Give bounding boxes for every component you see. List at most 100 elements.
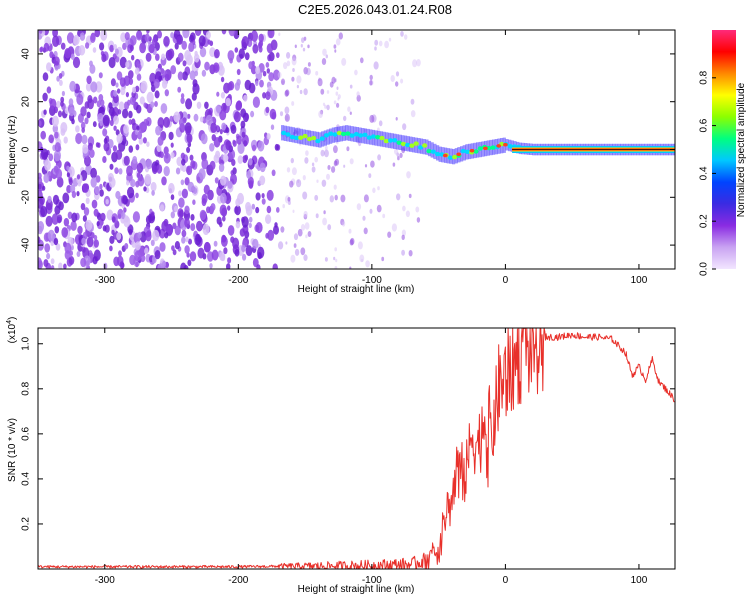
spectrogram-noise-blob: [218, 163, 225, 173]
spectrogram-noise-blob: [116, 88, 121, 94]
spectrogram-noise-blob: [360, 57, 364, 64]
spectrogram-noise-blob: [229, 57, 233, 64]
spectrogram-noise-blob: [373, 61, 379, 70]
spectrogram-noise-blob: [280, 78, 286, 86]
spectrogram-noise-blob: [228, 30, 236, 37]
spectrogram-noise-blob: [75, 125, 80, 133]
spectrogram-noise-blob: [143, 102, 147, 108]
spectrogram-noise-blob: [121, 203, 126, 209]
spectrogram-noise-blob: [401, 229, 406, 237]
spectrogram-noise-blob: [52, 194, 60, 205]
spectrogram-noise-blob: [135, 192, 139, 199]
spectrogram-noise-blob: [109, 245, 113, 252]
spectrogram-noise-blob: [341, 57, 347, 66]
spectrogram-noise-blob: [159, 204, 165, 212]
ridge-peak-blob: [486, 145, 492, 151]
spectrogram-noise-blob: [73, 34, 80, 46]
spectrogram-noise-blob: [245, 245, 253, 257]
spectrogram-noise-blob: [40, 130, 46, 140]
spectrogram-noise-blob: [213, 137, 221, 148]
spectrogram-noise-blob: [81, 134, 88, 145]
spectrogram-noise-blob: [296, 75, 302, 84]
spectrogram-noise-blob: [159, 151, 164, 159]
spectrogram-noise-blob: [221, 236, 228, 248]
spectrogram-noise-blob: [68, 256, 75, 265]
spectrogram-noise-blob: [146, 30, 150, 34]
spectrogram-noise-blob: [276, 52, 280, 59]
spectrogram-noise-blob: [248, 181, 254, 189]
spectrogram-noise-blob: [47, 229, 55, 242]
spectrogram-noise-blob: [85, 82, 92, 92]
spectrogram-noise-blob: [372, 187, 376, 194]
ridge-peak-blob: [345, 131, 351, 136]
spectrogram-noise-blob: [63, 217, 70, 227]
spectrogram-noise-blob: [317, 78, 323, 87]
spectrogram-noise-blob: [240, 108, 247, 118]
spectrogram-noise-blob: [285, 115, 289, 121]
spectrogram-noise-blob: [156, 144, 162, 152]
spectrogram-noise-blob: [278, 32, 281, 36]
spectrogram-noise-blob: [286, 52, 291, 59]
spectrogram-noise-blob: [86, 75, 92, 85]
spectrogram-noise-blob: [314, 156, 319, 163]
spectrogram-noise-blob: [163, 116, 171, 128]
y-tick-label: 40: [21, 48, 32, 60]
ridge-peak-blob: [302, 133, 308, 139]
spectrogram-noise-blob: [69, 80, 77, 92]
ridge-peak-blob: [483, 146, 488, 151]
spectrogram-noise-blob: [305, 234, 308, 239]
spectrogram-noise-blob: [119, 77, 126, 87]
spectrogram-noise-blob: [95, 142, 100, 148]
ridge-peak-blob: [311, 135, 317, 141]
spectrogram-noise-blob: [349, 266, 352, 269]
ridge-peak-blob: [349, 133, 355, 138]
spectrogram-noise-blob: [248, 61, 254, 70]
spectrogram-noise-blob: [177, 52, 184, 62]
spectrogram-noise-blob: [354, 69, 358, 76]
ridge-peak-blob: [336, 130, 342, 136]
spectrogram-noise-blob: [109, 235, 115, 244]
spectrogram-noise-blob: [220, 254, 226, 262]
spectrogram-noise-blob: [234, 205, 241, 216]
ridge-band-segment: [291, 127, 295, 143]
spectrogram-noise-blob: [154, 90, 160, 99]
spectrogram-noise-blob: [115, 190, 121, 200]
spectrogram-noise-blob: [135, 30, 143, 41]
spectrogram-noise-blob: [136, 125, 140, 131]
spectrogram-noise-blob: [116, 133, 123, 144]
spectrogram-noise-blob: [57, 110, 63, 118]
spectrogram-noise-blob: [69, 184, 76, 193]
spectrogram-noise-blob: [126, 180, 130, 186]
spectrogram-noise-blob: [395, 117, 398, 121]
spectrogram-noise-blob: [369, 80, 373, 86]
spectrogram-noise-blob: [120, 32, 127, 43]
spectrogram-noise-blob: [225, 97, 231, 107]
spectrogram-noise-blob: [266, 133, 271, 140]
spectrogram-noise-blob: [128, 110, 133, 119]
spectrogram-noise-blob: [145, 52, 152, 62]
spectrogram-noise-blob: [135, 261, 139, 268]
spectrogram-noise-blob: [396, 193, 401, 201]
ridge-peak-blob: [400, 141, 406, 147]
spectrogram-noise-blob: [78, 45, 86, 56]
spectrogram-noise-blob: [320, 149, 325, 157]
ridge-peak-blob: [323, 133, 330, 138]
ridge-peak-blob: [285, 132, 291, 137]
spectrogram-noise-blob: [101, 53, 107, 63]
spectrogram-noise-blob: [213, 240, 218, 247]
spectrogram-noise-blob: [126, 99, 131, 106]
spectrogram-noise-blob: [340, 194, 346, 203]
spectrogram-noise-blob: [116, 71, 123, 81]
spectrogram-noise-blob: [55, 243, 61, 251]
spectrogram-noise-blob: [259, 162, 266, 173]
spectrogram-noise-blob: [268, 72, 275, 82]
spectrogram-noise-blob: [53, 149, 62, 162]
snr-x-label: Height of straight line (km): [298, 584, 415, 595]
x-tick-label: 0: [503, 275, 509, 286]
spectrogram-noise-blob: [60, 122, 68, 134]
ridge-band-segment: [323, 130, 327, 146]
spectrogram-noise-blob: [107, 172, 114, 183]
snr-y-multiplier-base: (x10: [7, 323, 18, 343]
spectrogram-noise-blob: [82, 215, 87, 222]
spectrogram-noise-blob: [44, 160, 51, 171]
